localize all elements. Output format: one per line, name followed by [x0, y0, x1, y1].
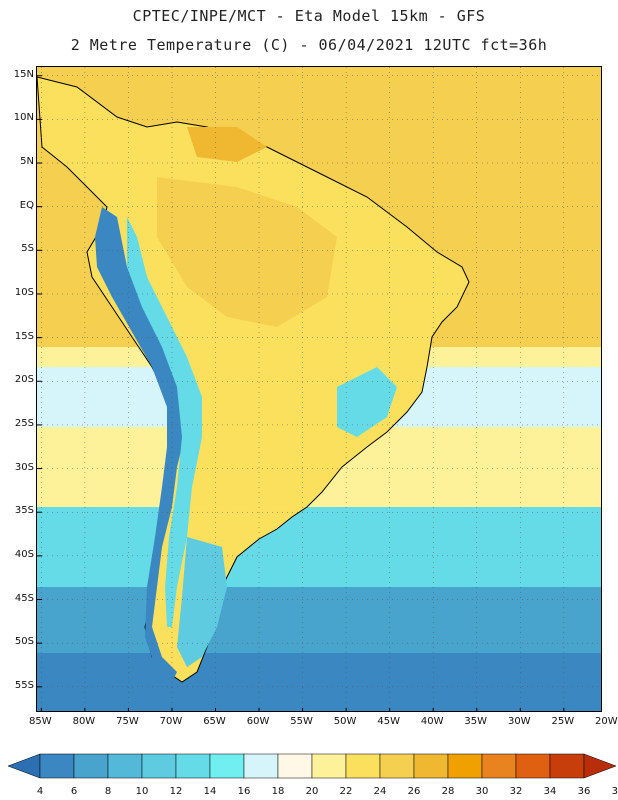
longitude-label: 65W [203, 716, 226, 727]
colorbar-level-label: 16 [237, 786, 251, 797]
longitude-label: 45W [377, 716, 400, 727]
longitude-label: 55W [290, 716, 313, 727]
ocean-band-coldest [37, 653, 601, 711]
latitude-label: 15N [13, 68, 34, 80]
latitude-label: 15S [14, 330, 34, 342]
longitude-label: 50W [333, 716, 357, 727]
latitude-label: 5N [20, 156, 34, 168]
colorbar-max-arrow [583, 753, 617, 779]
lat-lon-grid [37, 67, 601, 711]
colorbar-cell [73, 753, 109, 779]
chart-title-line2: 2 Metre Temperature (C) - 06/04/2021 12U… [70, 36, 548, 54]
colorbar-level-label: 10 [135, 786, 149, 797]
latitude-label: 20S [14, 374, 34, 386]
colorbar-level-label: 4 [36, 786, 44, 797]
longitude-label: 35W [464, 716, 488, 727]
latitude-label: 55S [14, 679, 34, 691]
longitude-label: 40W [420, 716, 444, 727]
colorbar-level-label: 28 [441, 786, 455, 797]
temperature-colorbar [7, 753, 617, 779]
colorbar-cell [39, 753, 75, 779]
colorbar-level-label: 32 [509, 786, 523, 797]
colorbar-cell [311, 753, 347, 779]
colorbar-level-label: 24 [373, 786, 387, 797]
longitude-label: 85W [29, 716, 52, 727]
colorbar-cell [379, 753, 415, 779]
colorbar-cell [481, 753, 517, 779]
colorbar-cell [209, 753, 245, 779]
colorbar-min-arrow [7, 753, 41, 779]
latitude-label: EQ [19, 199, 34, 211]
longitude-label: 20W [595, 716, 618, 727]
colorbar-cell [243, 753, 279, 779]
colorbar-cell [549, 753, 585, 779]
colorbar-level-label: 14 [203, 786, 217, 797]
colorbar-cell [345, 753, 381, 779]
colorbar-level-label: 12 [169, 786, 183, 797]
colorbar-cell [175, 753, 211, 779]
colorbar-cell [515, 753, 551, 779]
latitude-label: 50S [14, 636, 34, 648]
colorbar-cell [277, 753, 313, 779]
longitude-label: 60W [246, 716, 270, 727]
longitude-label: 75W [116, 716, 139, 727]
venezuela-hot-region [187, 127, 267, 162]
southeast-brazil-cool-region [337, 367, 397, 437]
colorbar-level-label: 8 [104, 786, 112, 797]
latitude-label: 35S [14, 505, 34, 517]
patagonia-cool-region [177, 537, 227, 667]
colorbar-level-label: 36 [577, 786, 591, 797]
latitude-label: 10N [13, 112, 34, 124]
andes-mid-belt [127, 217, 202, 627]
latitude-label: 40S [14, 548, 34, 560]
colorbar-cell [107, 753, 143, 779]
colorbar-level-label: 18 [271, 786, 285, 797]
latitude-label: 10S [14, 286, 34, 298]
amazon-warm-region [157, 177, 337, 327]
longitude-label: 70W [159, 716, 183, 727]
latitude-label: 30S [14, 461, 34, 473]
colorbar-cell [141, 753, 177, 779]
colorbar-level-label: 26 [407, 786, 421, 797]
longitude-label: 80W [72, 716, 96, 727]
colorbar-cell [447, 753, 483, 779]
map-panel [36, 66, 602, 712]
south-america-landmass [37, 76, 470, 683]
chart-title-line1: CPTEC/INPE/MCT - Eta Model 15km - GFS [132, 7, 486, 25]
longitude-label: 25W [551, 716, 575, 727]
latitude-label: 45S [14, 592, 34, 604]
latitude-label: 25S [14, 417, 34, 429]
continent-outline [37, 76, 470, 683]
colorbar-level-label: 20 [305, 786, 319, 797]
colorbar-level-label: 22 [339, 786, 353, 797]
longitude-label: 30W [507, 716, 531, 727]
colorbar-level-label: 30 [475, 786, 489, 797]
colorbar-level-label: 38 [611, 786, 618, 797]
colorbar-level-label: 34 [543, 786, 557, 797]
colorbar-cell [413, 753, 449, 779]
colorbar-level-label: 6 [70, 786, 78, 797]
latitude-label: 5S [21, 243, 34, 255]
